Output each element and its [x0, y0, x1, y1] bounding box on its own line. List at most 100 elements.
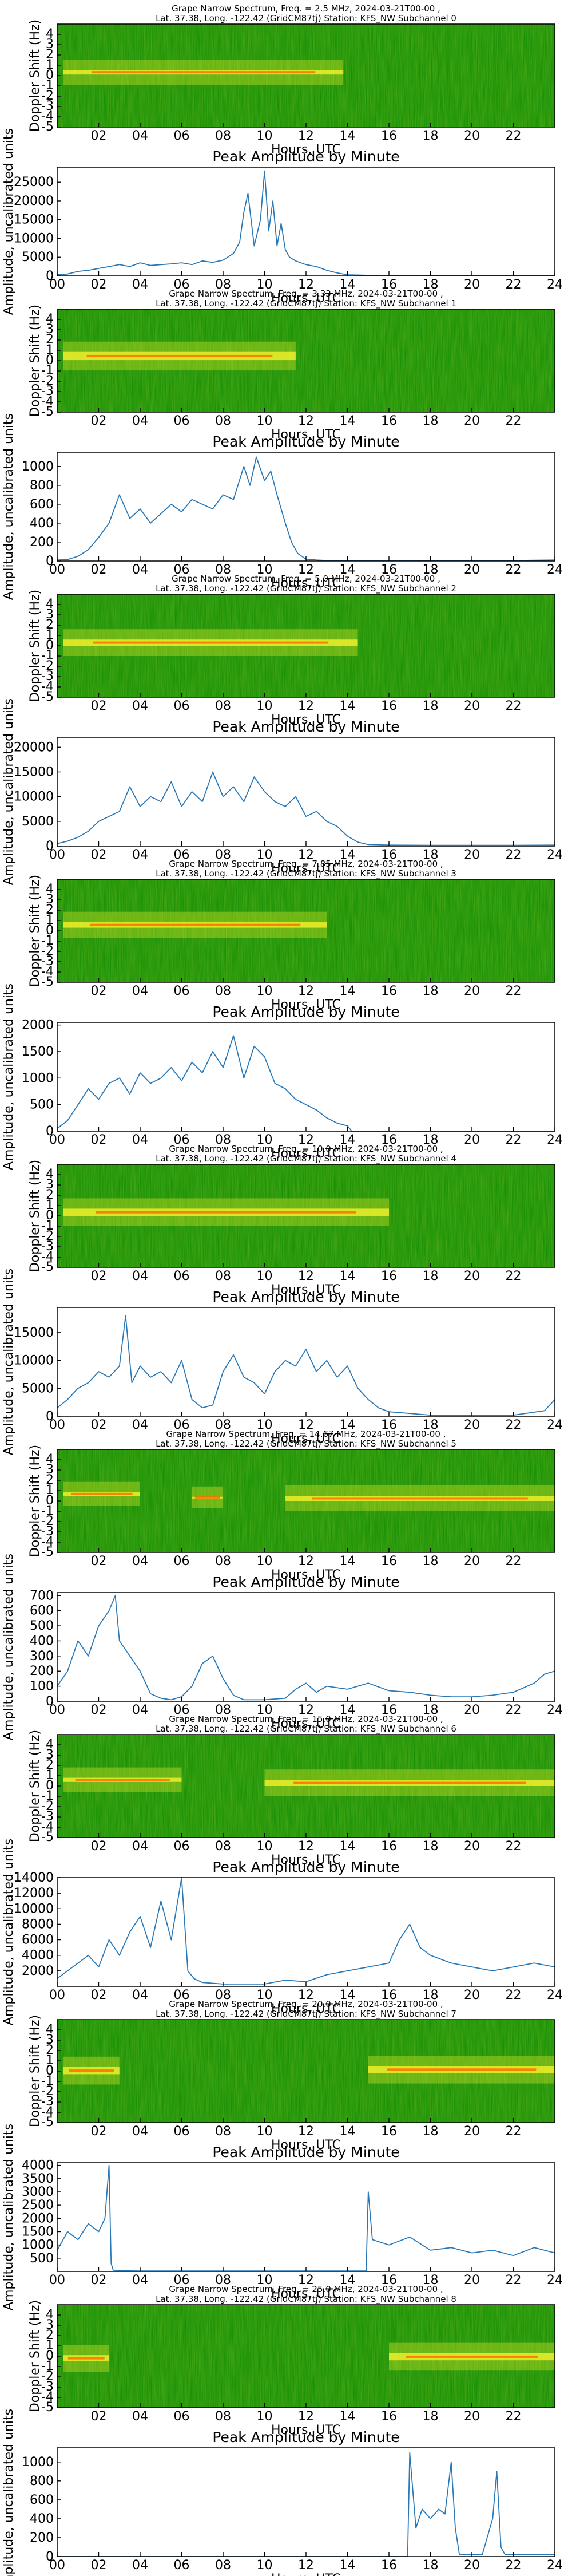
y-tick-label: -1 — [41, 1219, 54, 1233]
x-tick-label: 10 — [257, 563, 273, 577]
x-tick-label: 02 — [91, 1418, 107, 1432]
spectrogram-title-line1: Grape Narrow Spectrum, Freq. = 10.0 MHz,… — [169, 1144, 443, 1154]
x-tick-label: 00 — [49, 2558, 65, 2573]
y-axis-label: Amplitude, uncalibrated units — [2, 128, 16, 315]
x-tick-label: 20 — [464, 414, 480, 428]
spectrogram-band-core — [312, 1497, 528, 1500]
x-tick-label: 02 — [91, 848, 107, 862]
y-tick-label: 800 — [30, 2474, 54, 2488]
x-tick-label: 02 — [91, 1133, 107, 1147]
amplitude-panel: Peak Amplitude by Minute 00 02 04 06 08 10 12 14… — [2, 698, 563, 885]
y-tick-label: -3 — [41, 2095, 54, 2109]
x-axis-label: Hours, UTC — [271, 143, 341, 157]
y-tick-label: -4 — [41, 394, 54, 409]
x-tick-label: 14 — [340, 699, 356, 713]
x-tick-label: 18 — [423, 984, 439, 998]
x-tick-label: 00 — [49, 1703, 65, 1717]
x-tick-label: 02 — [91, 2124, 107, 2139]
x-tick-label: 04 — [132, 1133, 148, 1147]
x-tick-label: 06 — [174, 1554, 190, 1568]
y-tick-label: 1 — [46, 58, 54, 72]
x-tick-label: 12 — [298, 1133, 314, 1147]
x-tick-label: 10 — [257, 1133, 273, 1147]
y-axis-label: Doppler Shift (Hz) — [28, 2300, 42, 2412]
spectrogram-title-line1: Grape Narrow Spectrum, Freq. = 5.0 MHz, … — [172, 574, 440, 584]
x-tick-label: 06 — [174, 2409, 190, 2424]
spectrogram-title-line1: Grape Narrow Spectrum, Freq. = 3.33 MHz,… — [169, 289, 443, 299]
x-tick-label: 16 — [381, 414, 397, 428]
x-tick-label: 06 — [174, 2558, 190, 2573]
y-tick-label: 4000 — [22, 2159, 54, 2173]
x-tick-label: 12 — [298, 2558, 314, 2573]
x-tick-label: 06 — [174, 1133, 190, 1147]
spectrogram-title-line2: Lat. 37.38, Long. -122.42 (GridCM87tj) S… — [156, 2294, 456, 2305]
spectrogram-panel: Grape Narrow Spectrum, Freq. = 20.0 MHz,… — [28, 1999, 555, 2152]
y-tick-label: -1 — [41, 1789, 54, 1803]
x-tick-label: 12 — [298, 848, 314, 862]
x-tick-label: 02 — [91, 563, 107, 577]
y-tick-label: 0 — [46, 1124, 54, 1139]
x-tick-label: 20 — [464, 2558, 480, 2573]
x-tick-label: 04 — [132, 1418, 148, 1432]
y-tick-label: 500 — [30, 1619, 54, 1633]
x-tick-label: 12 — [298, 1554, 314, 1568]
y-tick-label: 15000 — [14, 765, 54, 779]
y-tick-label: 400 — [30, 2512, 54, 2526]
x-tick-label: 18 — [423, 1133, 439, 1147]
x-tick-label: 04 — [132, 278, 148, 292]
spectrogram-panel: Grape Narrow Spectrum, Freq. = 2.5 MHz, … — [28, 3, 555, 157]
x-tick-label: 24 — [547, 1988, 563, 2002]
spectrogram-panel: Grape Narrow Spectrum, Freq. = 5.0 MHz, … — [28, 574, 555, 727]
x-tick-label: 06 — [174, 1988, 190, 2002]
spectrogram-title-line1: Grape Narrow Spectrum, Freq. = 14.67 MHz… — [166, 1429, 446, 1439]
y-tick-label: -4 — [41, 2105, 54, 2119]
y-tick-label: 14000 — [14, 1871, 54, 1885]
x-tick-label: 12 — [298, 1988, 314, 2002]
amplitude-panel: Peak Amplitude by Minute 00 02 04 06 08 10 12 14… — [2, 413, 563, 600]
x-tick-label: 02 — [91, 1839, 107, 1854]
x-tick-label: 08 — [215, 848, 231, 862]
amplitude-background — [57, 2163, 555, 2271]
y-tick-label: -1 — [41, 78, 54, 93]
y-tick-label: 300 — [30, 1649, 54, 1664]
y-tick-label: -1 — [41, 1504, 54, 1518]
x-tick-label: 10 — [257, 1269, 273, 1283]
x-tick-label: 06 — [174, 1269, 190, 1283]
x-tick-label: 18 — [423, 129, 439, 143]
x-tick-label: 14 — [340, 414, 356, 428]
y-tick-label: 10000 — [14, 790, 54, 804]
spectrogram-panel: Grape Narrow Spectrum, Freq. = 25.0 MHz,… — [28, 2284, 555, 2437]
x-tick-label: 12 — [298, 2273, 314, 2287]
amplitude-panel: Peak Amplitude by Minute 00 02 04 06 08 10 12 14… — [2, 1839, 563, 2025]
x-tick-label: 02 — [91, 129, 107, 143]
x-axis-label: Hours, UTC — [271, 1147, 341, 1161]
y-axis-label: Amplitude, uncalibrated units — [2, 1554, 16, 1740]
x-tick-label: 10 — [257, 2409, 273, 2424]
x-tick-label: 06 — [174, 414, 190, 428]
x-tick-label: 18 — [423, 278, 439, 292]
x-tick-label: 18 — [423, 1839, 439, 1854]
x-tick-label: 18 — [423, 2558, 439, 2573]
x-tick-label: 14 — [340, 1988, 356, 2002]
x-tick-label: 22 — [506, 699, 522, 713]
x-tick-label: 02 — [91, 2273, 107, 2287]
y-tick-label: 3 — [46, 607, 54, 622]
x-tick-label: 18 — [423, 848, 439, 862]
x-tick-label: 10 — [257, 1418, 273, 1432]
x-tick-label: 06 — [174, 278, 190, 292]
amplitude-background — [57, 1878, 555, 1986]
x-tick-label: 20 — [464, 1703, 480, 1717]
y-tick-label: 800 — [30, 479, 54, 493]
y-tick-label: 600 — [30, 1604, 54, 1618]
x-tick-label: 22 — [506, 563, 522, 577]
x-tick-label: 06 — [174, 984, 190, 998]
x-tick-label: 08 — [215, 129, 231, 143]
x-tick-label: 22 — [506, 1703, 522, 1717]
y-tick-label: 1000 — [22, 460, 54, 474]
y-tick-label: 2 — [46, 1758, 54, 1772]
x-tick-label: 08 — [215, 414, 231, 428]
y-tick-label: 3 — [46, 1463, 54, 1477]
y-tick-label: 500 — [30, 1098, 54, 1112]
y-tick-label: -2 — [41, 2084, 54, 2099]
spectrogram-noise — [57, 24, 555, 127]
